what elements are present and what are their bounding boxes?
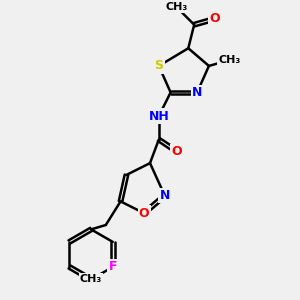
- Text: N: N: [160, 189, 170, 202]
- Text: O: O: [171, 145, 182, 158]
- Text: CH₃: CH₃: [165, 2, 188, 12]
- Text: O: O: [139, 207, 149, 220]
- Text: F: F: [109, 260, 117, 273]
- Text: CH₃: CH₃: [80, 274, 102, 284]
- Text: O: O: [209, 12, 220, 25]
- Text: S: S: [154, 59, 163, 72]
- Text: N: N: [192, 86, 202, 99]
- Text: CH₃: CH₃: [218, 55, 241, 65]
- Text: NH: NH: [148, 110, 169, 122]
